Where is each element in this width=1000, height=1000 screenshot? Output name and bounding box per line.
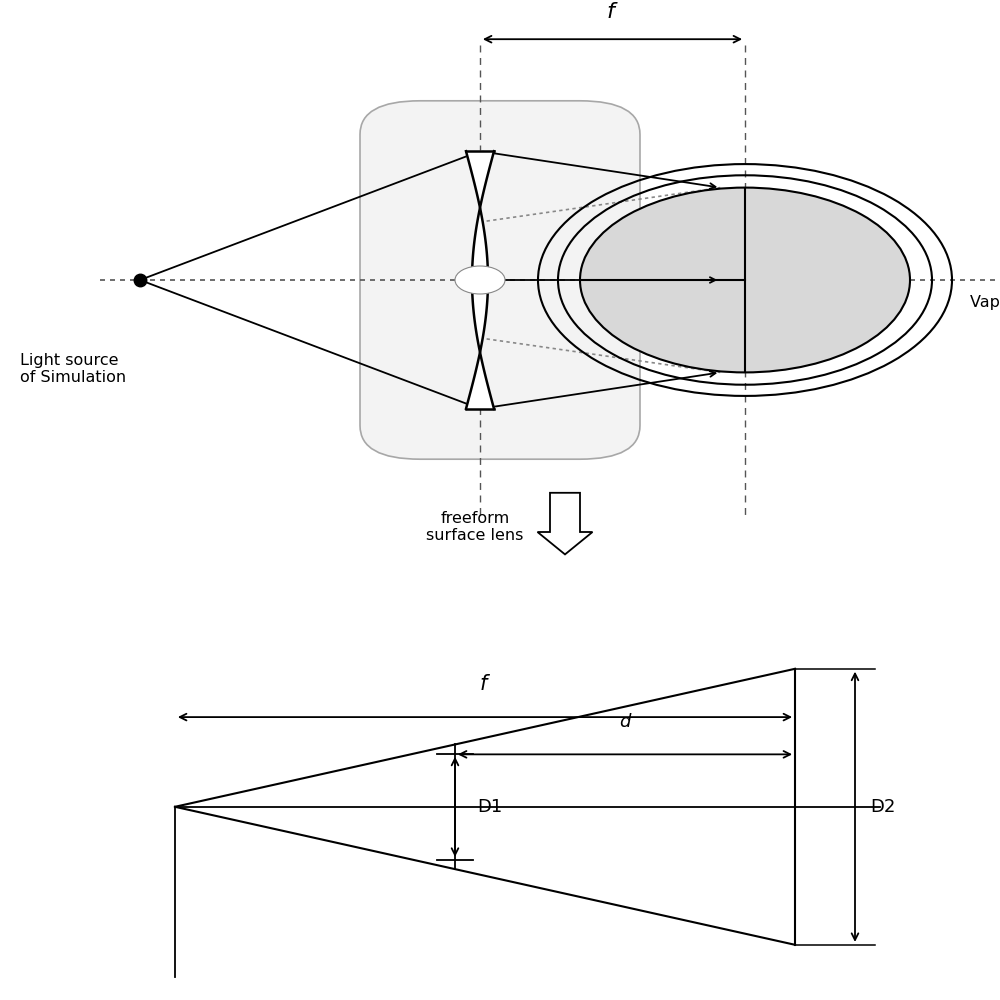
Text: D2: D2	[870, 798, 895, 816]
Text: $f$: $f$	[479, 674, 491, 694]
Text: d: d	[619, 713, 631, 731]
Text: $f$: $f$	[606, 2, 619, 22]
Ellipse shape	[580, 188, 910, 372]
Polygon shape	[466, 151, 494, 409]
Text: D1: D1	[477, 798, 502, 816]
FancyBboxPatch shape	[360, 101, 640, 459]
Text: freeform
surface lens: freeform surface lens	[426, 511, 524, 543]
Polygon shape	[538, 493, 592, 554]
Text: Light source
of Simulation: Light source of Simulation	[20, 353, 126, 385]
Text: Vapor cell: Vapor cell	[970, 295, 1000, 310]
Circle shape	[455, 266, 505, 294]
